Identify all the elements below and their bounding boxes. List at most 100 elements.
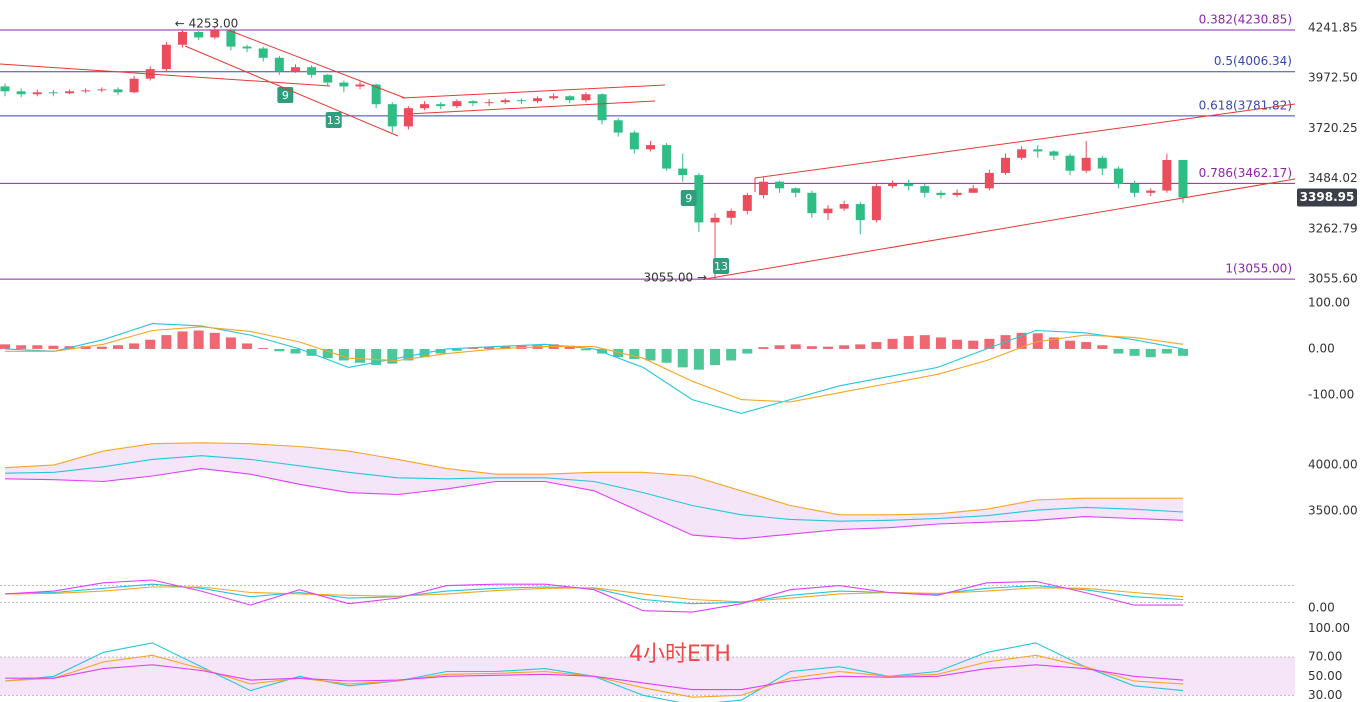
- macd-bar: [968, 340, 979, 349]
- low-label: 3055.00 →: [644, 271, 708, 285]
- macd-bar: [710, 348, 721, 366]
- macd-bar: [597, 348, 608, 354]
- candle-body: [1130, 183, 1140, 193]
- last-price: 3398.95: [1300, 190, 1355, 204]
- candle-body: [984, 172, 994, 189]
- macd-bar: [839, 345, 850, 349]
- candle-body: [307, 67, 317, 75]
- candle-body: [242, 46, 252, 49]
- fib-label: 1(3055.00): [1225, 262, 1292, 276]
- macd-bar: [467, 348, 478, 349]
- candle-body: [290, 67, 300, 72]
- candle-body: [662, 145, 672, 169]
- macd-bar: [613, 348, 624, 358]
- candle-body: [904, 183, 914, 187]
- td-marker: 13: [714, 260, 728, 273]
- candle-body: [791, 188, 801, 193]
- candle-body: [323, 74, 333, 83]
- macd-bar: [661, 348, 672, 363]
- candle-body: [452, 101, 462, 107]
- candle-body: [549, 96, 559, 99]
- macd-bar: [274, 348, 285, 352]
- td-marker-box: [713, 258, 730, 274]
- indicator-line: [4, 442, 1183, 516]
- macd-bar: [516, 345, 527, 349]
- macd-bar: [774, 345, 785, 349]
- candle-body: [855, 204, 865, 221]
- candle-body: [65, 91, 75, 94]
- y-tick-label: 30.00: [1308, 688, 1342, 702]
- candle-body: [274, 57, 284, 72]
- macd-bar: [242, 343, 253, 349]
- last-price-tag: [1297, 188, 1357, 207]
- candle-body: [436, 104, 446, 107]
- candle-body: [226, 30, 236, 47]
- macd-bar: [96, 346, 107, 349]
- macd-bar: [484, 346, 495, 349]
- candle-body: [468, 101, 478, 104]
- indicator-line: [4, 586, 1184, 603]
- macd-bar: [1178, 348, 1188, 356]
- macd-bar: [919, 335, 930, 349]
- macd-bar: [952, 339, 963, 349]
- macd-bar: [306, 348, 317, 356]
- indicator-line: [4, 323, 1184, 414]
- macd-bar: [984, 338, 995, 349]
- y-tick-label: 50.00: [1308, 669, 1342, 683]
- macd-bar: [1016, 332, 1027, 349]
- candle-body: [775, 181, 785, 189]
- y-tick-label: 3484.02: [1308, 171, 1358, 185]
- fib-label: 0.786(3462.17): [1199, 166, 1292, 180]
- candle-body: [1097, 157, 1107, 169]
- macd-bar: [758, 347, 769, 349]
- candle-body: [742, 195, 752, 211]
- y-tick-label: 3500.00: [1308, 504, 1358, 518]
- indicator-line: [4, 455, 1184, 522]
- y-tick-label: 3720.25: [1308, 121, 1358, 135]
- indicator-line: [5, 326, 1184, 403]
- y-tick-label: 3972.50: [1308, 71, 1358, 85]
- macd-bar: [790, 344, 801, 349]
- candle-body: [0, 86, 10, 92]
- candle-body: [1178, 159, 1188, 198]
- macd-bar: [726, 348, 737, 361]
- macd-bar: [161, 335, 172, 349]
- macd-bar: [1129, 348, 1140, 356]
- macd-bar: [435, 348, 446, 354]
- macd-bar: [645, 348, 656, 361]
- macd-bar: [1113, 348, 1124, 354]
- macd-bar: [903, 336, 914, 349]
- macd-bar: [290, 348, 301, 354]
- macd-bar: [1161, 348, 1172, 354]
- candle-body: [694, 175, 704, 223]
- macd-bar: [677, 348, 688, 368]
- macd-bar: [16, 345, 27, 349]
- candle-body: [516, 100, 526, 102]
- candle-body: [968, 188, 978, 193]
- candle-body: [81, 90, 91, 92]
- candle-body: [1000, 157, 1010, 173]
- y-tick-label: 3262.79: [1308, 221, 1358, 235]
- candle-body: [1081, 157, 1091, 171]
- macd-bar: [0, 344, 10, 349]
- y-tick-label: -100.00: [1308, 388, 1354, 402]
- high-label: ← 4253.00: [175, 17, 239, 31]
- macd-bar: [806, 346, 817, 349]
- trend-line: [184, 45, 399, 137]
- candle-body: [581, 94, 591, 101]
- macd-bar: [338, 348, 349, 361]
- candle-body: [1065, 155, 1075, 171]
- candle-body: [758, 181, 768, 196]
- candle-body: [113, 89, 123, 93]
- candle-body: [936, 192, 946, 196]
- candle-body: [710, 217, 720, 223]
- trend-line: [407, 100, 656, 115]
- candle-body: [210, 30, 220, 38]
- macd-bar: [209, 332, 220, 349]
- candle-body: [1049, 151, 1059, 156]
- macd-bar: [500, 346, 511, 349]
- candle-body: [888, 183, 898, 187]
- trend-line: [704, 178, 1296, 280]
- candle-body: [500, 100, 510, 103]
